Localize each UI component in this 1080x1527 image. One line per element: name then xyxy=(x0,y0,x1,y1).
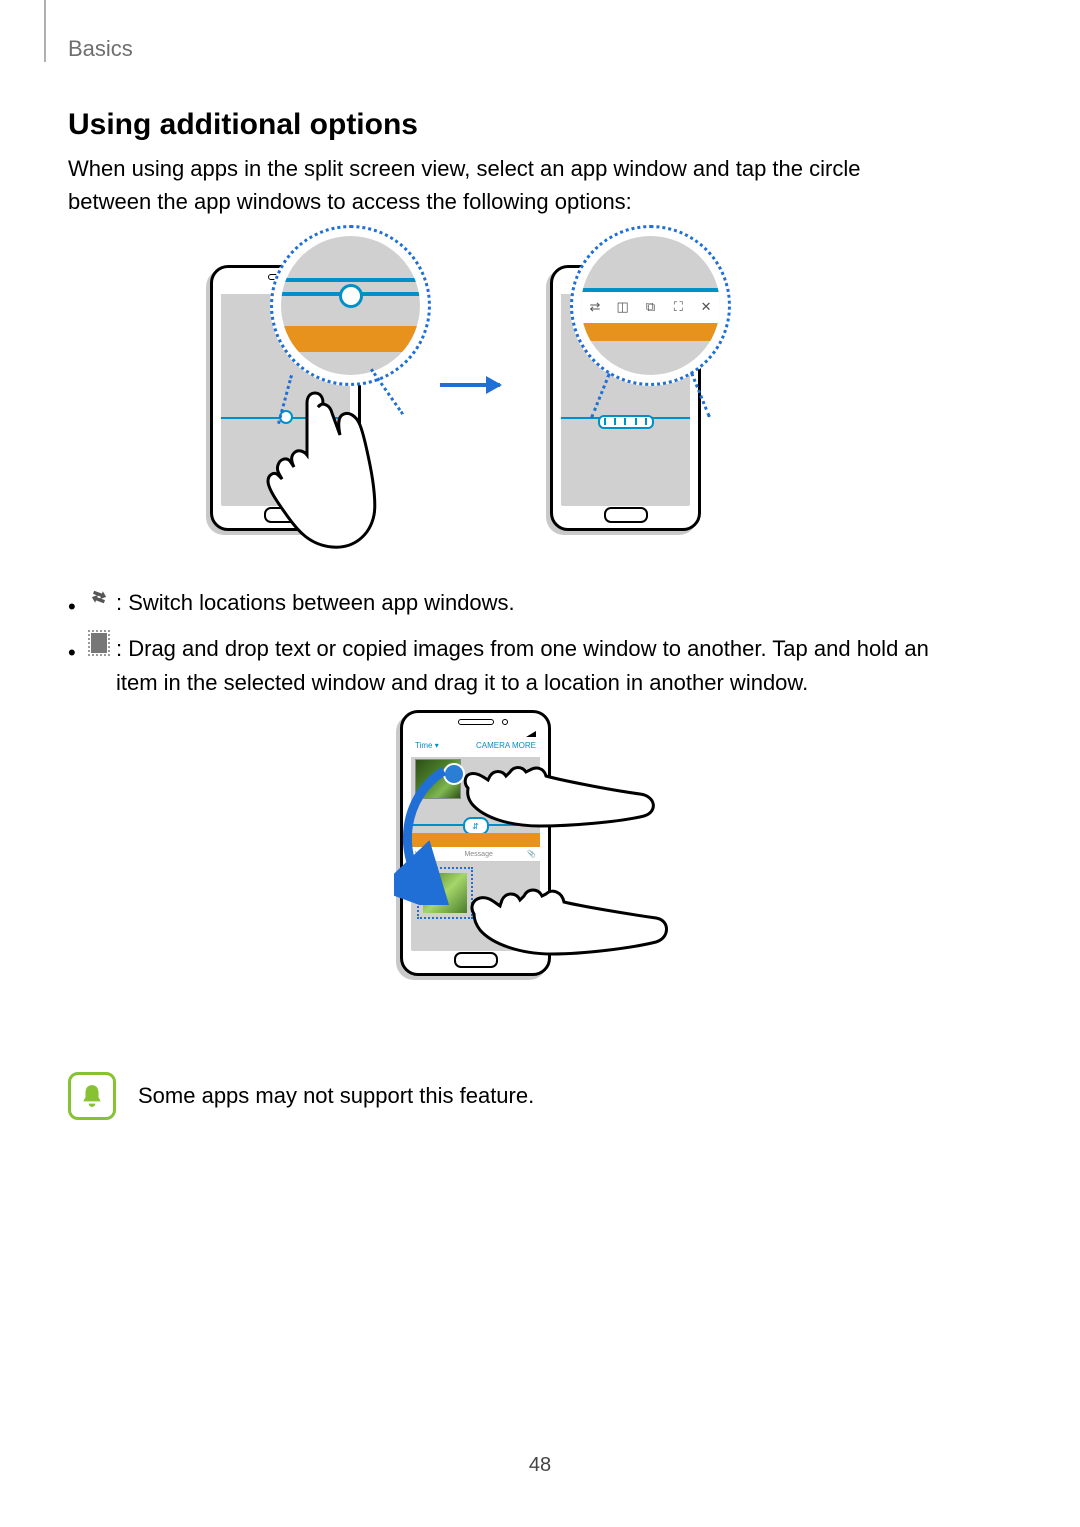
msg-title-label: Message xyxy=(464,851,492,858)
header-rule xyxy=(44,0,46,62)
section-heading: Using additional options xyxy=(68,108,418,142)
bell-icon xyxy=(68,1072,116,1120)
drag-option-text: : Drag and drop text or copied images fr… xyxy=(116,632,948,700)
list-item: • : Switch locations between app windows… xyxy=(68,586,948,624)
intro-paragraph: When using apps in the split screen view… xyxy=(68,152,948,218)
bullet-dot-icon: • xyxy=(68,586,88,624)
bullet-dot-icon: • xyxy=(68,632,88,670)
callout-toolbar-zoom: ⇄ ◫ ⧉ ⛶ ✕ xyxy=(570,225,731,386)
switch-option-text: : Switch locations between app windows. xyxy=(116,586,948,620)
note-text: Some apps may not support this feature. xyxy=(138,1083,534,1109)
options-list: • : Switch locations between app windows… xyxy=(68,586,948,708)
minimize-icon: ⧉ xyxy=(642,299,658,315)
drag-icon xyxy=(88,632,110,654)
tap-hand-icon xyxy=(260,385,380,555)
maximize-icon: ⛶ xyxy=(670,299,686,315)
close-icon: ✕ xyxy=(698,299,714,315)
callout-handle-zoom xyxy=(270,225,431,386)
page-number: 48 xyxy=(0,1454,1080,1477)
drop-hand-icon xyxy=(460,860,670,980)
breadcrumb: Basics xyxy=(68,36,133,62)
gallery-time-label: Time ▾ xyxy=(415,741,439,755)
attach-icon: 📎 xyxy=(527,850,536,858)
arrow-right-icon xyxy=(440,383,500,387)
figure-drag-drop: Time ▾ CAMERA MORE ⇵ View Message 📎 xyxy=(330,710,670,1040)
list-item: • : Drag and drop text or copied images … xyxy=(68,632,948,700)
split-toolbar-icon xyxy=(598,415,654,429)
swap-icon xyxy=(88,586,110,608)
figure-split-options: ⇄ ◫ ⧉ ⛶ ✕ xyxy=(130,225,850,555)
swap-icon: ⇄ xyxy=(587,299,603,315)
manual-page: Basics Using additional options When usi… xyxy=(0,0,1080,1527)
hold-hand-icon xyxy=(450,740,660,850)
drag-icon: ◫ xyxy=(615,299,631,315)
note-callout: Some apps may not support this feature. xyxy=(68,1072,534,1120)
